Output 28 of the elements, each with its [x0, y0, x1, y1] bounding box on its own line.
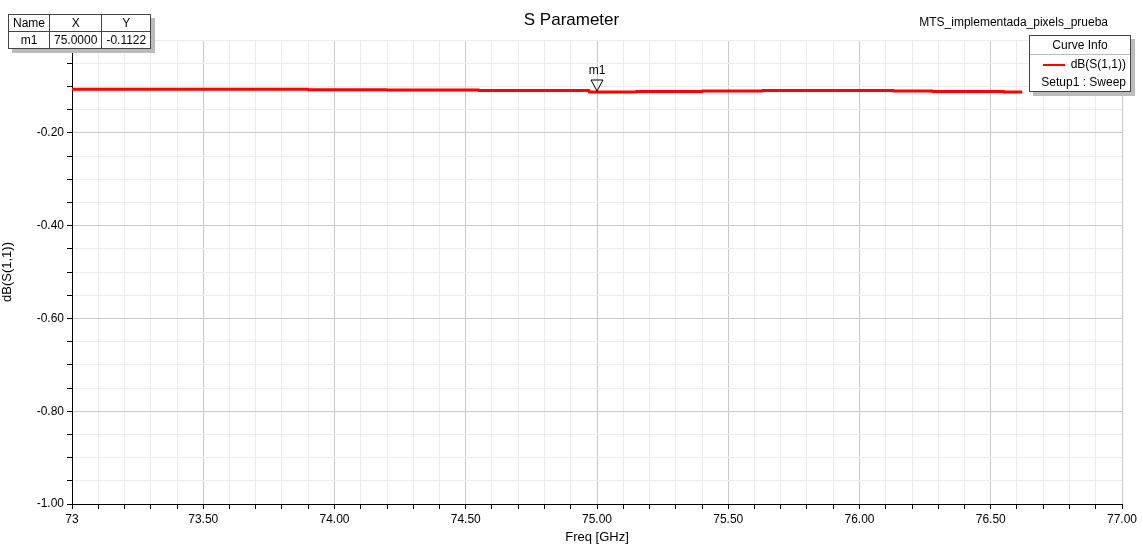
y-tick-label: -0.20 — [36, 125, 65, 140]
x-tick-label: 75.00 — [581, 511, 613, 526]
x-tick-label: 76.50 — [975, 511, 1007, 526]
annotation: m1 — [587, 63, 607, 78]
legend-label: dB(S(1,1)) — [1070, 57, 1126, 71]
x-tick-label: 77.00 — [1106, 511, 1138, 526]
text: MTS_implementada_pixels_prueba — [919, 15, 1108, 29]
x-tick-label: 76.00 — [844, 511, 875, 526]
x-tick-label: 74.50 — [450, 511, 482, 526]
y-tick-label: -0.80 — [36, 403, 65, 418]
x-tick-label: 74.00 — [319, 511, 350, 526]
annotation: -0.1122 — [101, 31, 151, 49]
y-tick-label: -1.00 — [36, 496, 65, 511]
text: X — [49, 14, 102, 32]
annotation: Setup1 : Sweep — [1040, 74, 1127, 91]
x-tick-label: 75.50 — [713, 511, 744, 526]
chart-title: S Parameter — [523, 10, 620, 29]
y-tick-label: -0.60 — [36, 310, 65, 325]
x-tick-label: 73 — [65, 511, 79, 526]
annotation: 75.0000 — [49, 31, 102, 49]
text: Y — [101, 14, 151, 32]
y-tick-label: -0.40 — [36, 217, 65, 232]
text: Name — [8, 14, 50, 32]
text: m1 — [8, 31, 50, 49]
y-axis-title: dB(S(1,1)) — [0, 242, 15, 302]
legend-title: Curve Info — [1030, 36, 1130, 55]
x-tick-label: 73.50 — [188, 511, 219, 526]
x-axis-title: Freq [GHz] — [565, 528, 629, 544]
